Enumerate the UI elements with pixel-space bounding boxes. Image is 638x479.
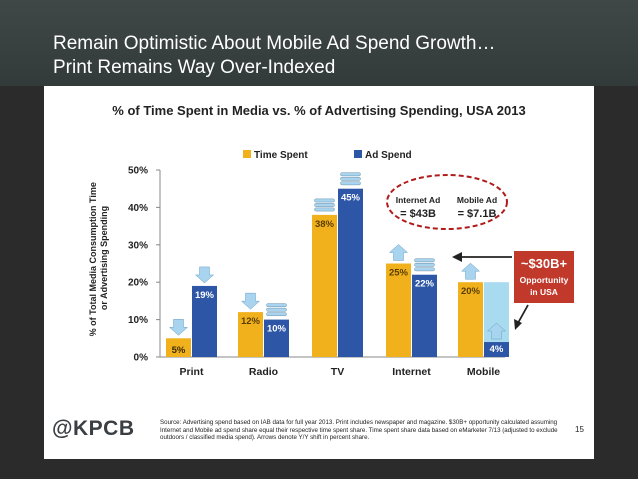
mobile-ad-value: = $7.1B — [458, 208, 497, 220]
category-label-tv: TV — [331, 366, 344, 378]
bottom-strip — [0, 459, 638, 479]
yoy-arrow-tv-ad-spend-bar-1 — [340, 176, 361, 181]
yoy-arrow-radio-ad-spend — [266, 303, 287, 317]
y-axis-label: % of Total Media Consumption Time or Adv… — [88, 180, 109, 337]
y-tick-label-30: 30% — [128, 240, 148, 251]
bar-radio-ad-spend — [264, 319, 289, 357]
y-tick-label-0: 0% — [134, 353, 149, 364]
category-label-mobile: Mobile — [467, 366, 500, 378]
data-label-internet-ad-spend: 22% — [415, 279, 435, 290]
legend-swatch-time-spent — [243, 150, 251, 158]
bar-tv-ad-spend — [338, 188, 363, 357]
bar-internet-ad-spend — [412, 274, 437, 357]
y-axis-label-line-1: % of Total Media Consumption Time — [88, 182, 98, 336]
chart-title: % of Time Spent in Media vs. % of Advert… — [112, 103, 525, 118]
slide-title-line-1: Remain Optimistic About Mobile Ad Spend … — [53, 33, 496, 54]
yoy-arrow-internet-time-spent — [388, 244, 409, 261]
yoy-arrow-tv-ad-spend — [340, 172, 361, 186]
data-label-tv-ad-spend: 45% — [341, 193, 361, 204]
bar-print-time-spent — [166, 338, 191, 357]
data-label-print-ad-spend: 19% — [195, 290, 215, 301]
y-tick-label-10: 10% — [128, 315, 148, 326]
brand-logo: @KPCB — [52, 417, 135, 440]
opportunity-arrowhead-left — [452, 252, 462, 262]
legend-label-time-spent: Time Spent — [254, 150, 308, 161]
bar-mobile-time-spent — [458, 282, 483, 357]
category-label-internet: Internet — [392, 366, 431, 378]
yoy-arrow-tv-time-spent-bar-1 — [314, 203, 335, 207]
data-label-mobile-ad-spend: 4% — [490, 344, 504, 355]
yoy-arrow-radio-time-spent — [240, 292, 261, 310]
y-tick-label-50: 50% — [128, 166, 148, 177]
bar-radio-time-spent — [238, 312, 263, 357]
source-note: Source: Advertising spend based on IAB d… — [160, 419, 558, 442]
callout-ellipse — [386, 174, 508, 230]
y-tick-label-20: 20% — [128, 278, 148, 289]
opportunity-label-line-2: in USA — [530, 287, 558, 297]
data-label-print-time-spent: 5% — [172, 345, 186, 356]
yoy-arrow-tv-ad-spend-bar-0 — [340, 172, 361, 177]
opportunity-value: ~$30B+ — [521, 256, 568, 271]
yoy-arrow-tv-time-spent-bar-0 — [314, 198, 335, 203]
yoy-arrow-internet-ad-spend-bar-1 — [414, 262, 435, 267]
yoy-arrow-print-time-spent — [168, 319, 189, 336]
bar-mobile-ad-spend — [484, 342, 509, 357]
slide-footer: @KPCB Source: Advertising spend based on… — [44, 407, 594, 459]
internet-ad-value: = $43B — [400, 208, 436, 220]
yoy-arrow-internet-ad-spend-bar-0 — [414, 258, 435, 263]
yoy-arrow-radio-ad-spend-bar-1 — [266, 307, 287, 312]
category-label-radio: Radio — [249, 366, 278, 378]
slide-header: Remain Optimistic About Mobile Ad Spend … — [0, 0, 638, 86]
data-label-radio-time-spent: 12% — [241, 316, 261, 327]
yoy-arrow-radio-ad-spend-bar-0 — [266, 303, 287, 308]
data-label-radio-ad-spend: 10% — [267, 324, 287, 335]
legend-swatch-ad-spend — [354, 150, 362, 158]
y-axis-label-line-2: or Advertising Spending — [99, 206, 109, 310]
category-label-print: Print — [180, 366, 204, 378]
bar-tv-time-spent — [312, 214, 337, 357]
opportunity-arrowhead-down — [514, 319, 522, 330]
yoy-arrow-tv-time-spent — [314, 198, 335, 212]
yoy-arrow-internet-ad-spend-bar-2 — [414, 267, 435, 272]
data-label-mobile-time-spent: 20% — [461, 286, 481, 297]
yoy-arrow-radio-ad-spend-bar-2 — [266, 312, 287, 317]
internet-ad-label: Internet Ad — [396, 195, 441, 205]
opportunity-label-line-1: Opportunity — [520, 275, 569, 285]
y-tick-label-40: 40% — [128, 203, 148, 214]
legend-label-ad-spend: Ad Spend — [365, 150, 412, 161]
legend: Time Spent Ad Spend — [243, 150, 412, 161]
yoy-arrow-print-ad-spend — [194, 266, 215, 284]
bar-internet-time-spent — [386, 263, 411, 357]
yoy-arrow-mobile-time-spent — [460, 262, 481, 280]
opportunity-arrow-down — [517, 304, 529, 324]
data-label-internet-time-spent: 25% — [389, 268, 409, 279]
page-number: 15 — [575, 425, 584, 434]
data-label-tv-time-spent: 38% — [315, 219, 335, 230]
opportunity-box — [514, 251, 574, 303]
yoy-arrow-mobile-ad-spend — [486, 322, 507, 340]
slide-title-line-2: Print Remains Way Over-Indexed — [53, 57, 336, 78]
yoy-arrow-tv-time-spent-bar-2 — [314, 207, 335, 212]
yoy-arrow-internet-ad-spend — [414, 258, 435, 272]
yoy-arrow-tv-ad-spend-bar-2 — [340, 181, 361, 186]
mobile-ad-label: Mobile Ad — [457, 195, 497, 205]
bar-print-ad-spend — [192, 285, 217, 357]
ad-spend-callout: Internet Ad = $43B Mobile Ad = $7.1B ~$3… — [386, 174, 574, 330]
